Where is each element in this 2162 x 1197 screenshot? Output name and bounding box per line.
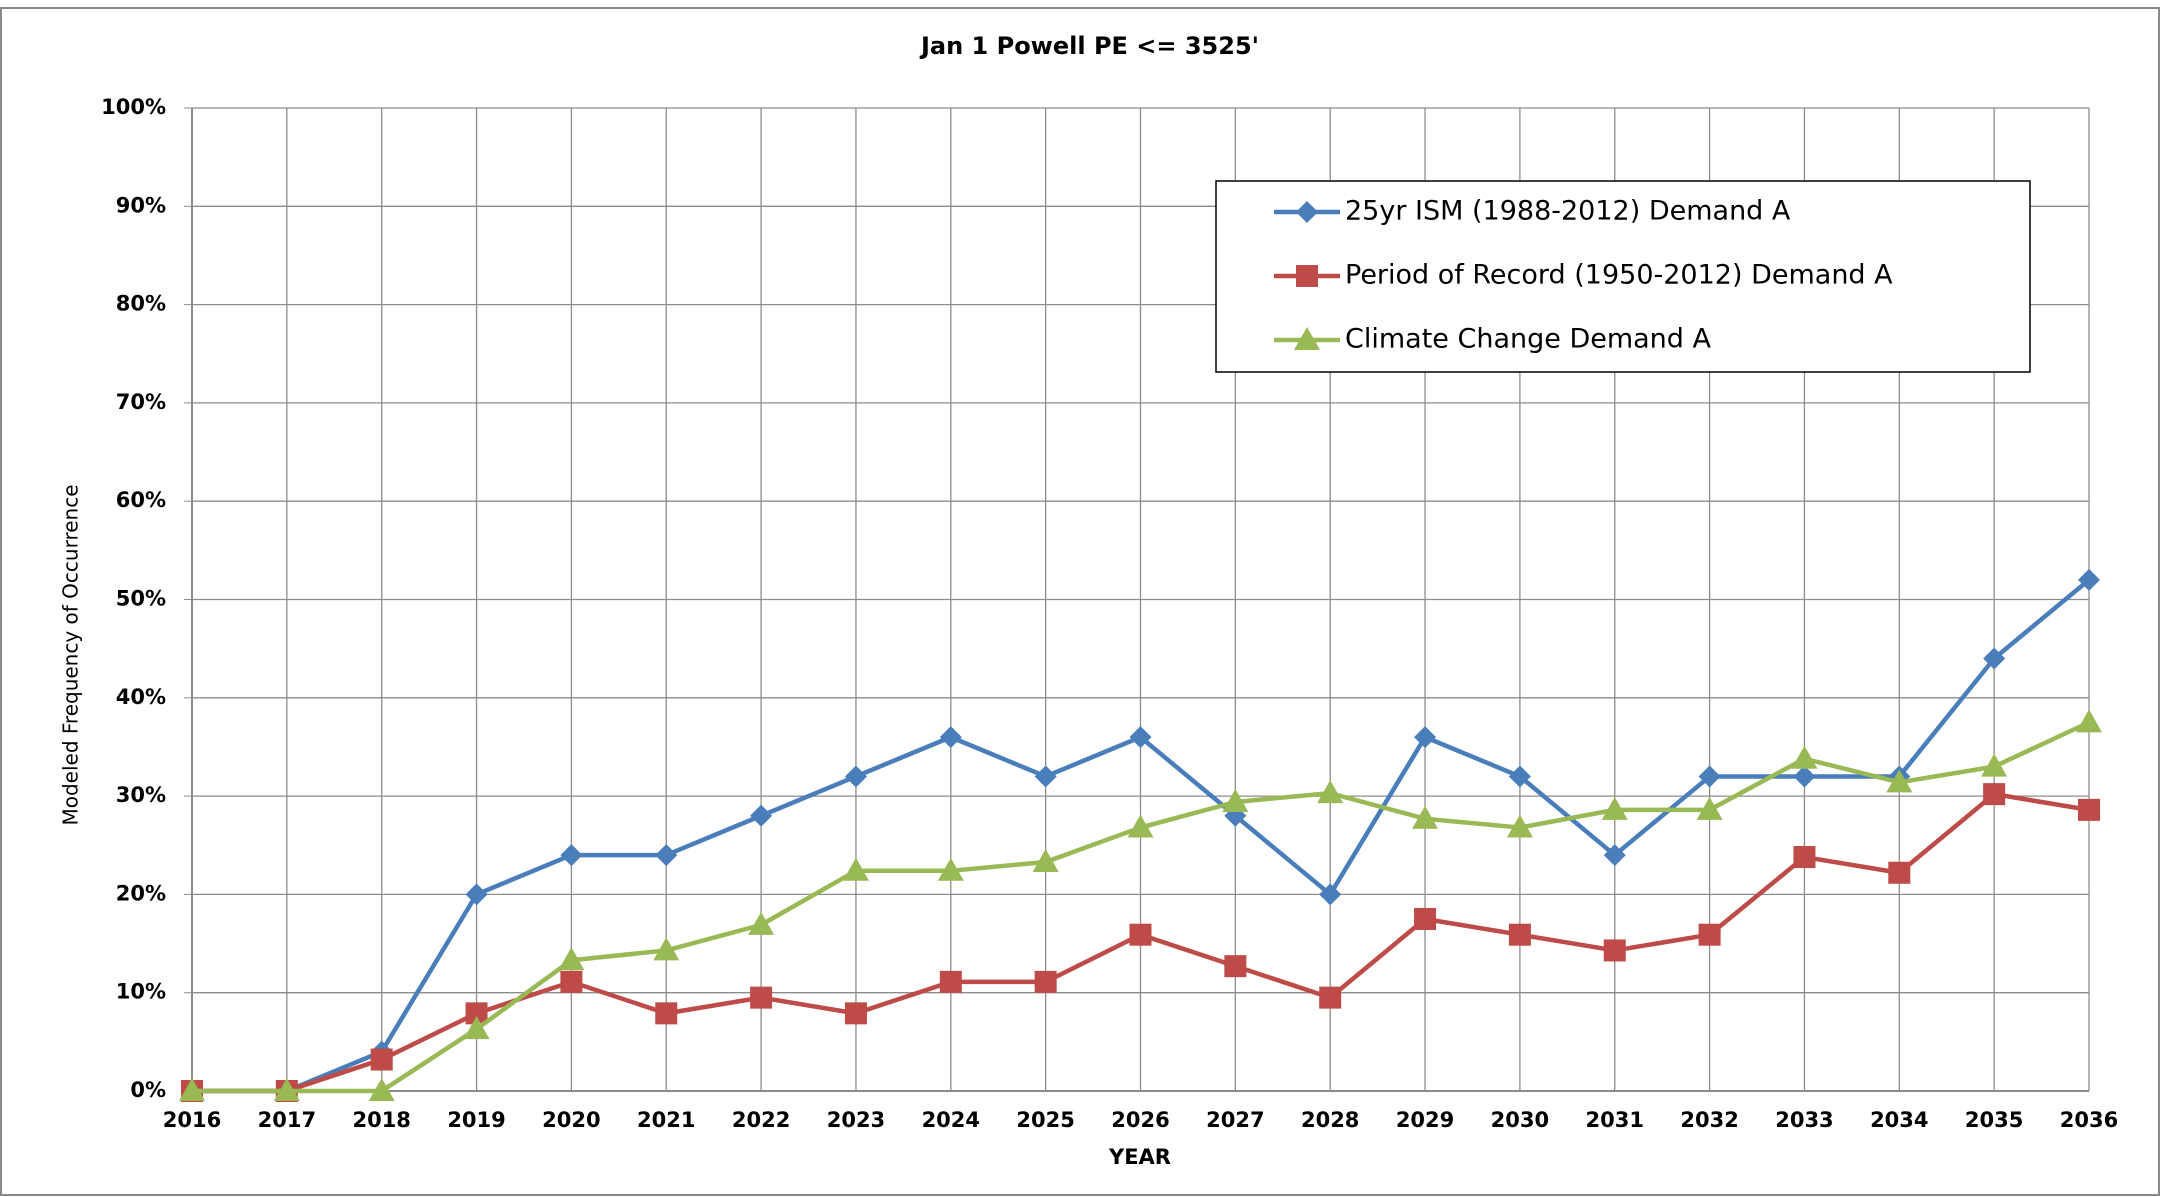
y-tick-label: 10% bbox=[116, 980, 166, 1004]
data-point bbox=[1698, 765, 1721, 788]
data-point bbox=[558, 947, 585, 971]
data-point bbox=[1603, 939, 1626, 962]
data-point bbox=[1508, 765, 1531, 788]
x-tick-label: 2019 bbox=[447, 1108, 505, 1132]
x-tick-label: 2017 bbox=[258, 1108, 316, 1132]
y-tick-label: 100% bbox=[101, 95, 166, 119]
legend-marker bbox=[1294, 327, 1320, 350]
data-point bbox=[939, 970, 962, 993]
data-point bbox=[1603, 844, 1626, 867]
data-point bbox=[1508, 923, 1531, 946]
legend-marker bbox=[1296, 265, 1318, 287]
data-point bbox=[937, 857, 964, 881]
legend-label: Period of Record (1950-2012) Demand A bbox=[1345, 260, 1893, 291]
x-tick-label: 2032 bbox=[1680, 1108, 1738, 1132]
y-tick-label: 20% bbox=[116, 881, 166, 905]
x-tick-label: 2026 bbox=[1111, 1108, 1169, 1132]
data-point bbox=[2076, 709, 2102, 733]
x-axis-title: YEAR bbox=[1108, 1145, 1171, 1169]
x-tick-label: 2022 bbox=[732, 1108, 790, 1132]
data-point bbox=[844, 1002, 867, 1025]
y-tick-label: 50% bbox=[116, 587, 166, 611]
data-point bbox=[463, 1016, 490, 1040]
x-tick-label: 2018 bbox=[352, 1108, 410, 1132]
data-point bbox=[1793, 765, 1816, 788]
data-point bbox=[1791, 745, 1818, 769]
data-point bbox=[273, 1078, 300, 1101]
data-point bbox=[560, 970, 583, 993]
x-tick-label: 2034 bbox=[1870, 1108, 1928, 1132]
data-point bbox=[179, 1078, 205, 1101]
data-point bbox=[1696, 796, 1723, 820]
data-point bbox=[1886, 769, 1913, 793]
y-tick-label: 80% bbox=[116, 292, 166, 316]
data-point bbox=[1698, 923, 1721, 946]
data-point bbox=[1414, 726, 1437, 749]
data-point bbox=[748, 911, 775, 935]
legend-box bbox=[1215, 180, 2031, 373]
data-point bbox=[1034, 765, 1057, 788]
y-axis-title: Modeled Frequency of Occurrence bbox=[59, 484, 83, 825]
legend-label: Climate Change Demand A bbox=[1345, 324, 1712, 355]
data-point bbox=[750, 986, 773, 1009]
data-point bbox=[842, 857, 869, 881]
data-point bbox=[1127, 814, 1154, 838]
x-tick-label: 2028 bbox=[1301, 1108, 1359, 1132]
data-point bbox=[1793, 846, 1816, 869]
data-point bbox=[1983, 783, 2006, 806]
data-point bbox=[939, 726, 962, 749]
x-tick-label: 2036 bbox=[2060, 1108, 2118, 1132]
data-point bbox=[465, 883, 488, 906]
y-tick-label: 60% bbox=[116, 488, 166, 512]
y-tick-label: 30% bbox=[116, 783, 166, 807]
data-point bbox=[1032, 848, 1059, 872]
data-point bbox=[560, 844, 583, 867]
x-tick-label: 2023 bbox=[827, 1108, 885, 1132]
data-point bbox=[1317, 780, 1344, 804]
data-point bbox=[1506, 814, 1533, 838]
data-point bbox=[1129, 923, 1152, 946]
x-tick-label: 2029 bbox=[1396, 1108, 1454, 1132]
data-point bbox=[1601, 796, 1628, 820]
x-tick-label: 2020 bbox=[542, 1108, 600, 1132]
x-tick-label: 2035 bbox=[1965, 1108, 2023, 1132]
data-point bbox=[1319, 986, 1342, 1009]
data-point bbox=[2078, 568, 2100, 591]
y-tick-label: 40% bbox=[116, 685, 166, 709]
legend-marker bbox=[1296, 201, 1318, 223]
chart-title: Jan 1 Powell PE <= 3525' bbox=[919, 32, 1259, 60]
x-tick-label: 2033 bbox=[1775, 1108, 1833, 1132]
x-tick-label: 2030 bbox=[1491, 1108, 1549, 1132]
data-point bbox=[1888, 861, 1911, 884]
data-point bbox=[1414, 907, 1437, 930]
data-point bbox=[2078, 798, 2100, 821]
y-tick-label: 0% bbox=[130, 1078, 166, 1102]
x-tick-label: 2021 bbox=[637, 1108, 695, 1132]
data-point bbox=[1981, 753, 2008, 777]
data-point bbox=[1224, 955, 1247, 978]
data-point bbox=[465, 1002, 488, 1025]
data-point bbox=[653, 937, 680, 961]
data-point bbox=[1222, 788, 1249, 812]
data-point bbox=[1319, 883, 1342, 906]
x-tick-label: 2024 bbox=[922, 1108, 980, 1132]
data-point bbox=[368, 1078, 395, 1101]
x-tick-label: 2025 bbox=[1016, 1108, 1074, 1132]
y-tick-label: 90% bbox=[116, 193, 166, 217]
x-tick-label: 2016 bbox=[163, 1108, 221, 1132]
data-point bbox=[844, 765, 867, 788]
data-point bbox=[655, 844, 678, 867]
data-point bbox=[1412, 805, 1439, 829]
data-point bbox=[1034, 970, 1057, 993]
data-point bbox=[1983, 647, 2006, 670]
data-point bbox=[1129, 726, 1152, 749]
data-point bbox=[750, 804, 773, 827]
data-point bbox=[655, 1002, 678, 1025]
legend-label: 25yr ISM (1988-2012) Demand A bbox=[1345, 196, 1791, 227]
data-point bbox=[370, 1048, 393, 1071]
y-tick-label: 70% bbox=[116, 390, 166, 414]
x-tick-label: 2027 bbox=[1206, 1108, 1264, 1132]
x-tick-label: 2031 bbox=[1586, 1108, 1644, 1132]
